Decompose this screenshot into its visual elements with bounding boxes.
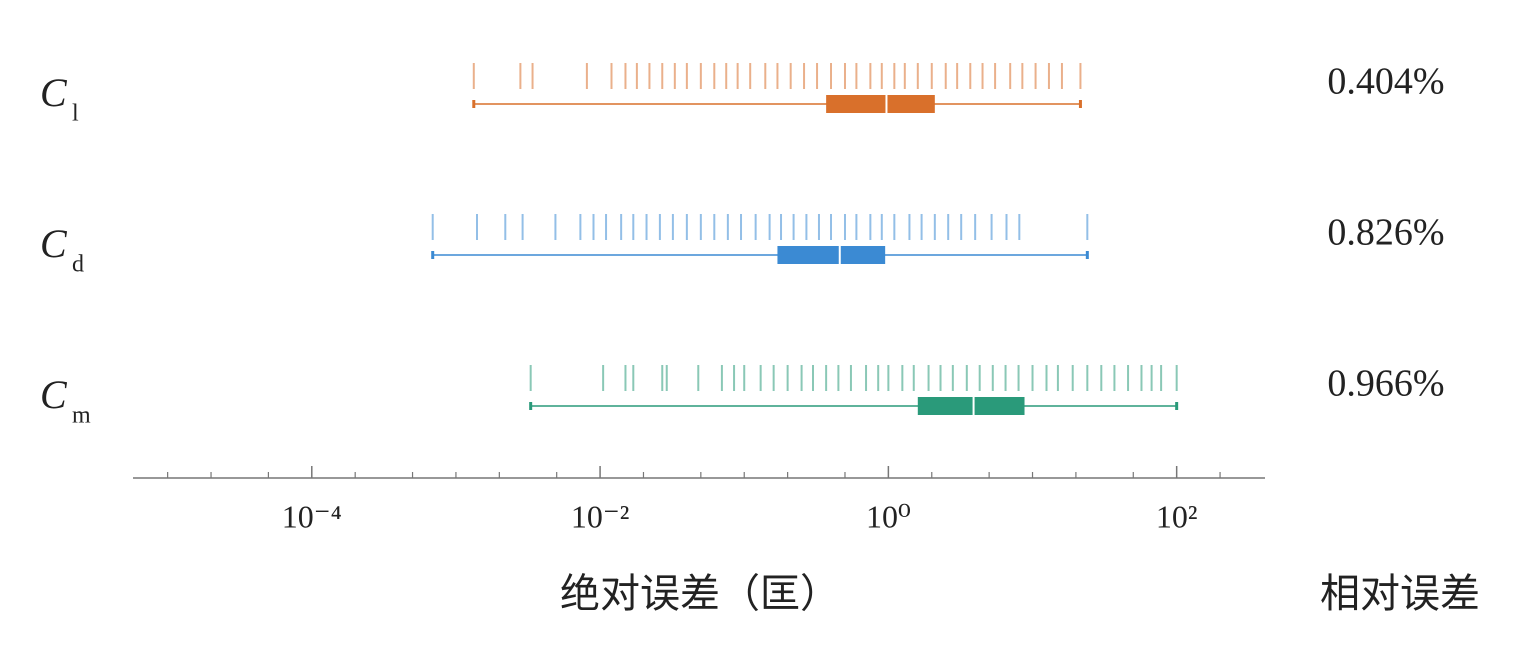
box	[917, 397, 1025, 415]
right-label: 相对误差	[1320, 571, 1480, 616]
series-subscript: d	[72, 252, 84, 278]
series-label: C	[40, 372, 68, 417]
x-axis-label: 绝对误差（匡）	[560, 571, 840, 616]
box	[826, 95, 935, 113]
series-subscript: m	[72, 403, 91, 429]
x-tick-label: 10⁻²	[571, 498, 629, 534]
series-subscript: l	[72, 101, 79, 127]
relative-error: 0.966%	[1327, 363, 1444, 405]
series-label: C	[40, 221, 68, 266]
series-label: C	[40, 70, 68, 115]
x-tick-label: 10⁻⁴	[282, 498, 342, 534]
x-tick-label: 10⁰	[866, 498, 911, 534]
x-tick-label: 10²	[1156, 498, 1198, 534]
box	[777, 246, 886, 264]
relative-error: 0.826%	[1327, 212, 1444, 254]
relative-error: 0.404%	[1327, 61, 1444, 103]
